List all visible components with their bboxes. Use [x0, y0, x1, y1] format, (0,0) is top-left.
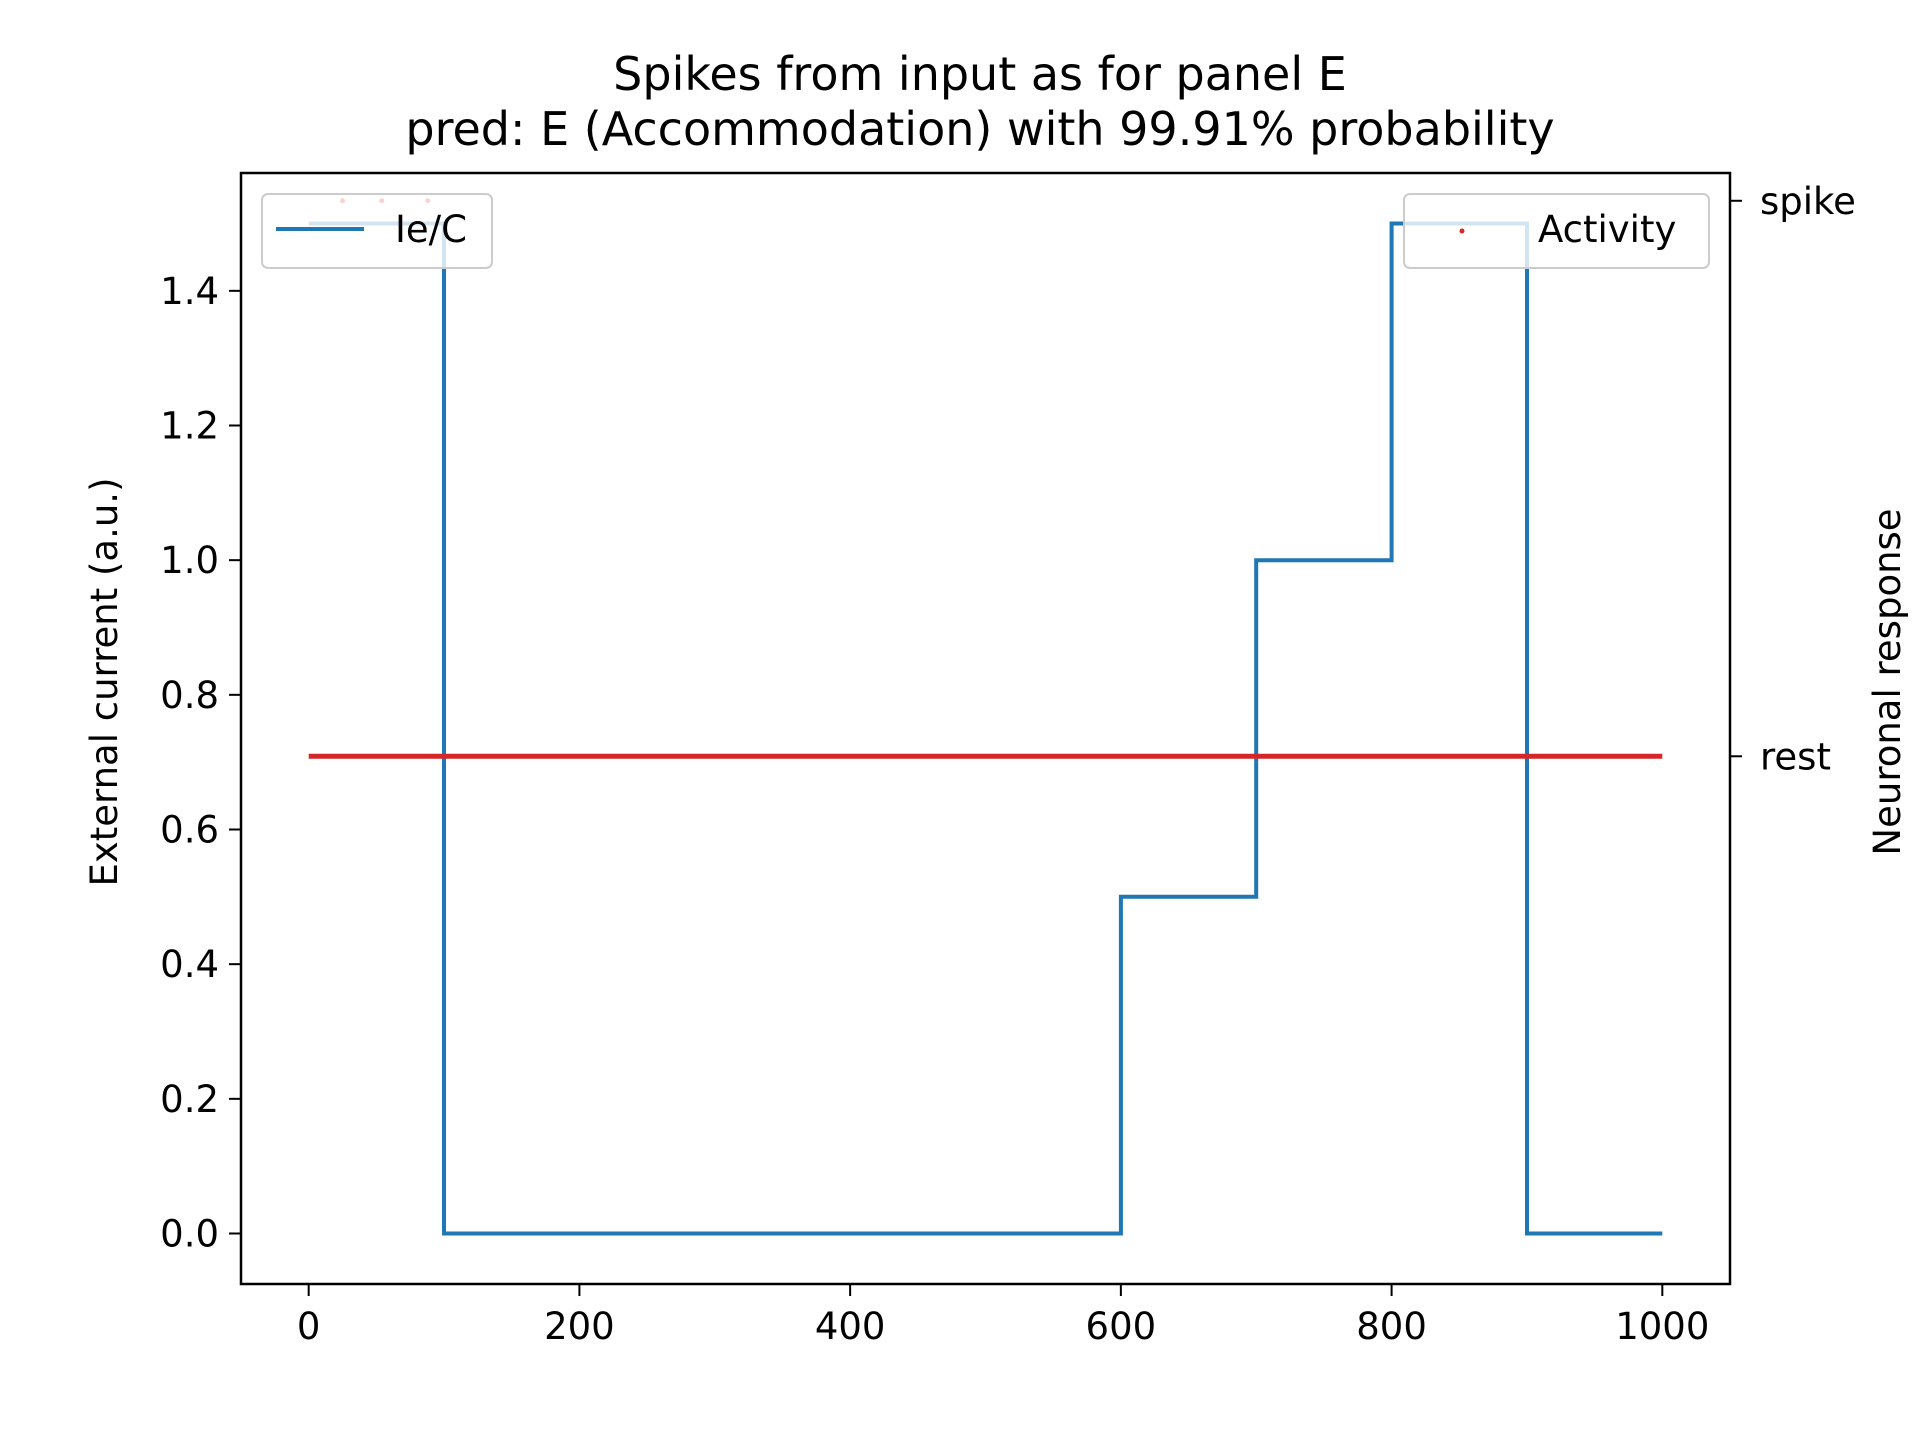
y2-tick-label-rest: rest: [1760, 735, 1831, 778]
y-axis-label: External current (a.u.): [83, 477, 126, 886]
legend-label-ie-c: Ie/C: [395, 208, 467, 251]
x-tick-label: 800: [1356, 1305, 1427, 1348]
legend-activity: Activity: [1403, 193, 1710, 269]
y-tick-label: 0.6: [160, 809, 219, 852]
y2-tick-label-spike: spike: [1760, 180, 1856, 223]
y-tick-label: 0.2: [160, 1078, 219, 1121]
chart-title: Spikes from input as for panel E: [613, 47, 1347, 101]
y2-axis-label: Neuronal response: [1866, 508, 1909, 855]
y-tick-label: 0.8: [160, 674, 219, 717]
x-tick-label: 200: [544, 1305, 615, 1348]
legend-swatch-activity: [1459, 228, 1465, 234]
x-tick-label: 400: [815, 1305, 886, 1348]
series-line-ie-c: [308, 221, 1663, 1236]
y-tick-label: 1.0: [160, 539, 219, 582]
x-tick-label: 1000: [1615, 1305, 1709, 1348]
y-tick-label: 0.4: [160, 943, 219, 986]
axes-frame: [239, 171, 1732, 1286]
chart-subtitle: pred: E (Accommodation) with 99.91% prob…: [405, 102, 1554, 156]
y-tick-label: 1.4: [160, 270, 219, 313]
legend-label-activity: Activity: [1538, 208, 1676, 251]
y-tick-label: 1.2: [160, 405, 219, 448]
axes: 0 200 400 600 800 1000 0.0 0.2 0.4 0.6 0.8 1.0 1.2 1.…: [160, 171, 1856, 1348]
legend-ie-c: Ie/C: [261, 193, 493, 269]
plot-marks: [308, 198, 1663, 1236]
x-tick-label: 600: [1086, 1305, 1157, 1348]
y-tick-label: 0.0: [160, 1213, 219, 1256]
plot-area: [308, 198, 1663, 1236]
legend-box: [261, 193, 493, 269]
x-tick-label: 0: [297, 1305, 321, 1348]
legend-box: [1403, 193, 1710, 269]
